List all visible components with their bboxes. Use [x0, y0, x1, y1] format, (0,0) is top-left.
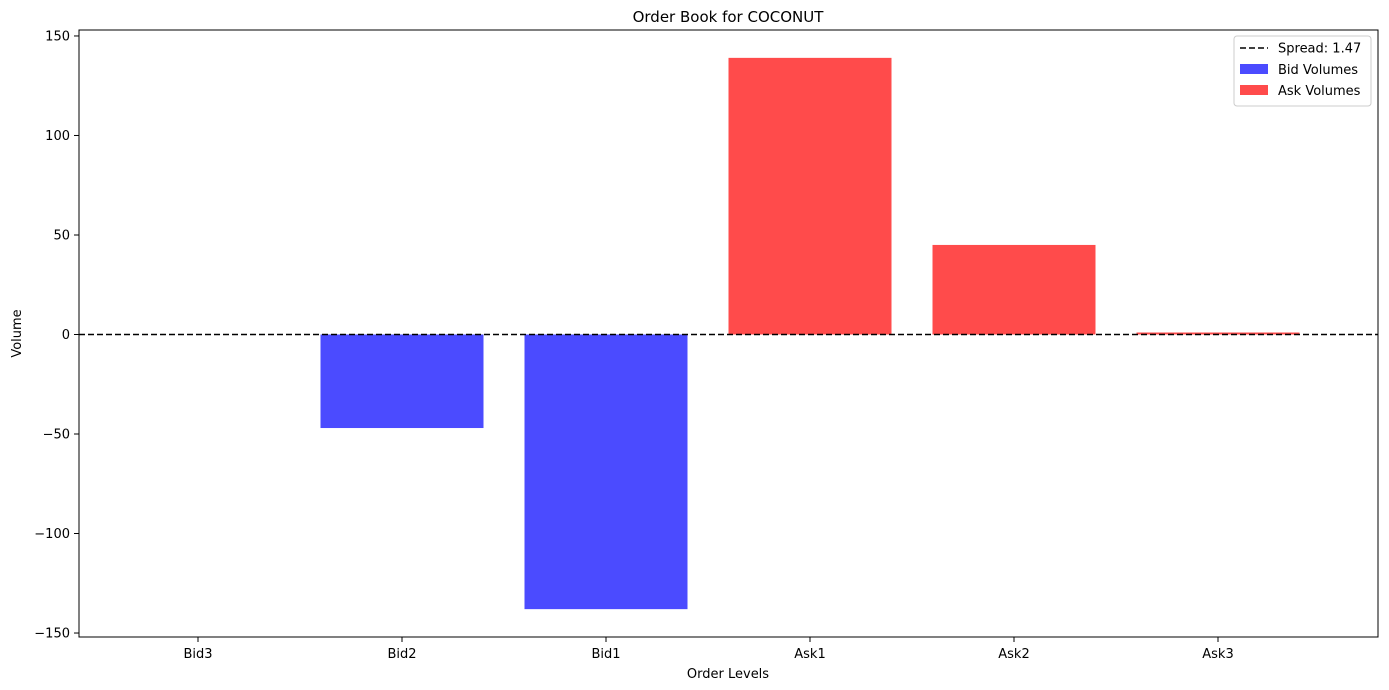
- x-tick-label: Bid2: [387, 647, 416, 662]
- bars-group: [116, 57, 1300, 610]
- legend: Spread: 1.47 Bid Volumes Ask Volumes: [1233, 35, 1372, 107]
- y-tick-label: −50: [43, 428, 70, 443]
- y-tick-label: −100: [34, 527, 70, 542]
- plot-frame: [78, 29, 1379, 638]
- y-tick-label: 50: [53, 228, 70, 243]
- y-axis-ticks: −150 −100 −50 0 50 100 150: [34, 29, 79, 642]
- legend-ask-label: Ask Volumes: [1278, 84, 1361, 99]
- y-tick-label: 0: [62, 328, 70, 343]
- chart-title: Order Book for COCONUT: [633, 8, 825, 26]
- x-tick-label: Bid3: [183, 647, 212, 662]
- y-tick-label: 100: [45, 129, 70, 144]
- x-axis-label: Order Levels: [687, 667, 769, 682]
- ask-bar-ask3: [1136, 332, 1300, 335]
- x-tick-label: Ask1: [794, 647, 825, 662]
- bid-bar-bid2: [320, 334, 484, 429]
- legend-bid-label: Bid Volumes: [1278, 63, 1358, 78]
- legend-bid-swatch: [1240, 64, 1268, 74]
- x-tick-label: Ask3: [1202, 647, 1233, 662]
- x-axis-ticks: Bid3 Bid2 Bid1 Ask1 Ask2 Ask3: [183, 637, 1234, 662]
- legend-ask-swatch: [1240, 85, 1268, 95]
- y-axis-label: Volume: [10, 309, 25, 357]
- bid-bar-bid1: [524, 334, 688, 610]
- ask-bar-ask2: [932, 244, 1096, 335]
- y-tick-label: −150: [34, 627, 70, 642]
- x-tick-label: Bid1: [591, 647, 620, 662]
- legend-spread-label: Spread: 1.47: [1278, 42, 1361, 57]
- legend-box: [1233, 35, 1372, 107]
- y-tick-label: 150: [45, 29, 70, 44]
- x-tick-label: Ask2: [998, 647, 1029, 662]
- ask-bar-ask1: [728, 57, 892, 335]
